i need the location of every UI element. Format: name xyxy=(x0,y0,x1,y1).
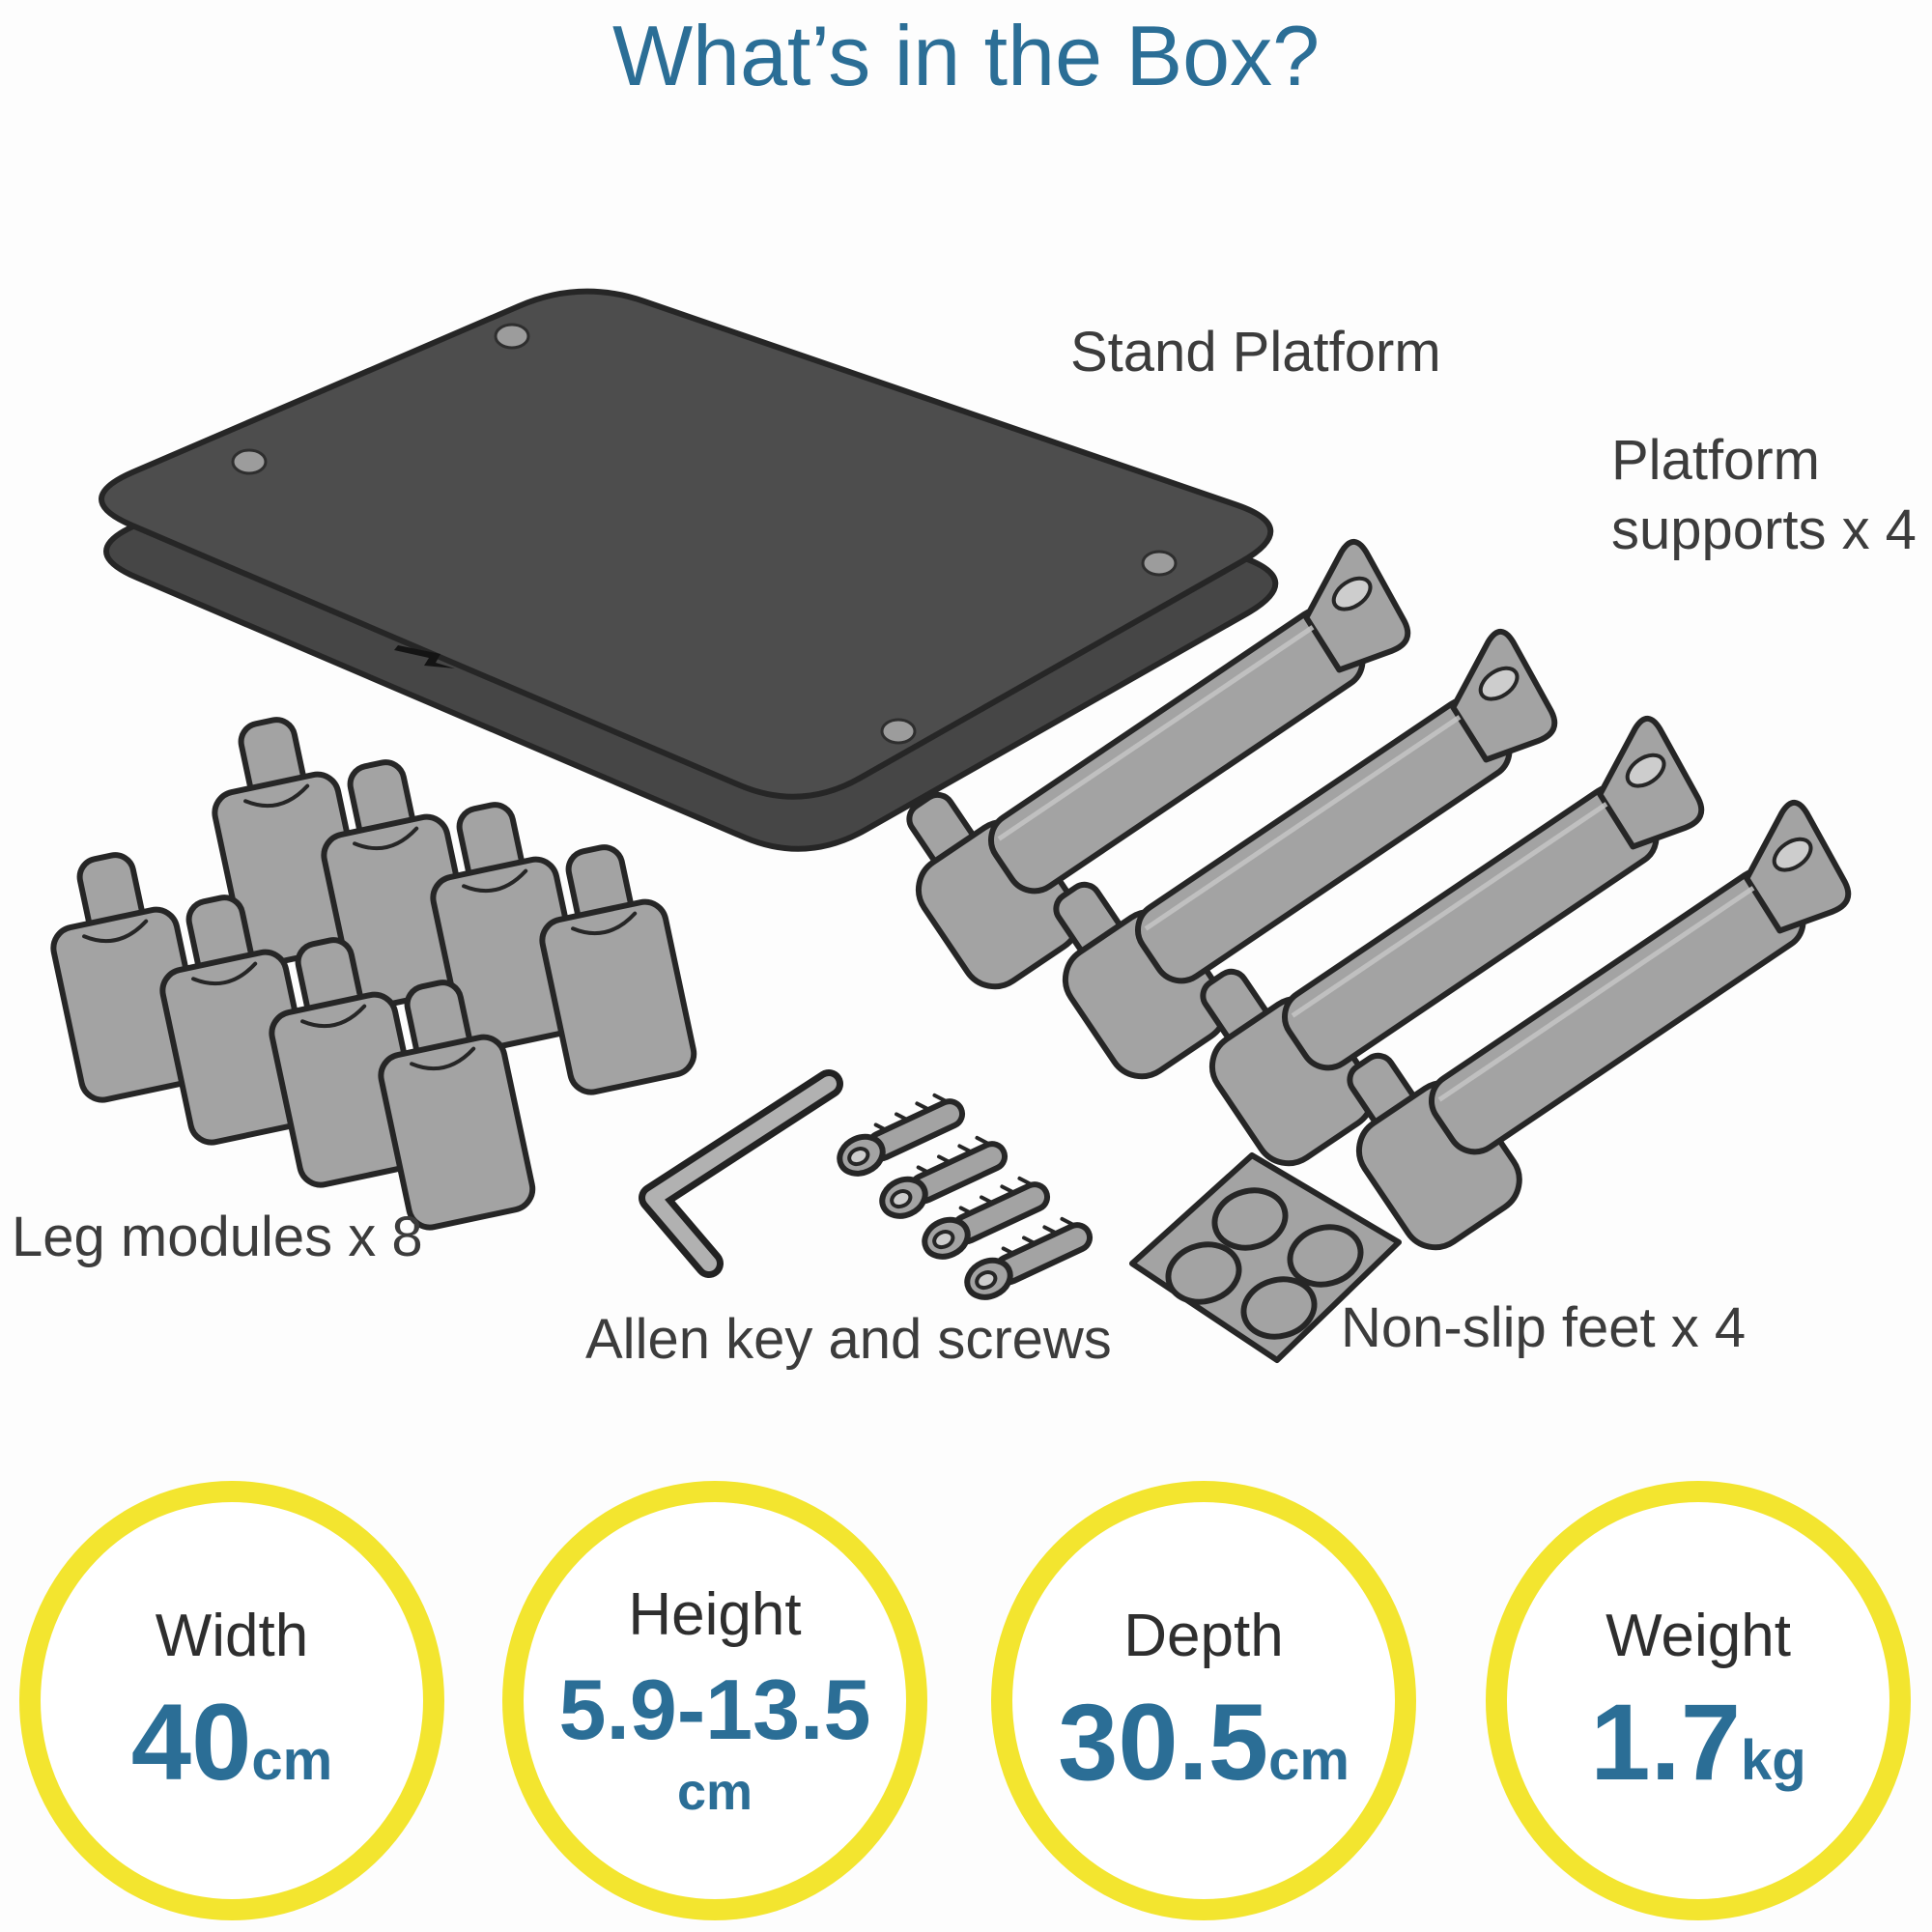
non-slip-foot xyxy=(1287,1224,1364,1288)
spec-height-unit: cm xyxy=(676,1763,753,1822)
label-stand-platform: Stand Platform xyxy=(1070,321,1441,384)
platform-screw-hole xyxy=(231,448,268,475)
spec-width-label: Width xyxy=(155,1602,309,1669)
label-non-slip-feet: Non-slip feet x 4 xyxy=(1341,1296,1746,1359)
stand-platform-illustration xyxy=(99,288,1279,852)
spec-width-value: 40cm xyxy=(131,1689,332,1797)
spec-weight-value: 1.7kg xyxy=(1590,1689,1805,1797)
spec-width-unit: cm xyxy=(251,1729,333,1793)
spec-depth: Depth 30.5cm xyxy=(991,1481,1416,1920)
spec-depth-number: 30.5 xyxy=(1058,1682,1269,1804)
spec-depth-label: Depth xyxy=(1123,1602,1284,1669)
spec-width-number: 40 xyxy=(130,1682,252,1804)
platform-top-face xyxy=(99,288,1274,800)
spec-height-value: 5.9-13.5 xyxy=(558,1662,871,1758)
platform-screw-hole xyxy=(880,718,917,745)
platform-screw-hole xyxy=(494,323,530,350)
brand-mark xyxy=(394,645,455,668)
allen-key-illustration xyxy=(639,1069,843,1278)
feet-sheet xyxy=(1129,1152,1402,1363)
non-slip-foot xyxy=(1240,1276,1318,1340)
spec-depth-value: 30.5cm xyxy=(1058,1689,1350,1797)
label-platform-supports-line1: Platform xyxy=(1611,429,1820,492)
label-leg-modules: Leg modules x 8 xyxy=(12,1206,423,1268)
non-slip-foot xyxy=(1165,1241,1242,1305)
spec-height-label: Height xyxy=(628,1580,802,1648)
platform-screw-hole xyxy=(1141,550,1178,577)
label-platform-supports-line2: supports x 4 xyxy=(1611,498,1917,561)
leg-modules-illustration xyxy=(37,710,697,1232)
spec-width: Width 40cm xyxy=(19,1481,444,1920)
spec-weight-label: Weight xyxy=(1605,1602,1791,1669)
non-slip-feet-illustration xyxy=(1129,1152,1402,1363)
spec-weight: Weight 1.7kg xyxy=(1486,1481,1911,1920)
non-slip-foot xyxy=(1211,1187,1289,1251)
screws-illustration xyxy=(832,1088,1096,1304)
page-title: What’s in the Box? xyxy=(612,8,1320,103)
spec-height: Height 5.9-13.5 cm xyxy=(502,1481,927,1920)
allen-key-body xyxy=(645,1076,837,1271)
spec-depth-unit: cm xyxy=(1268,1729,1350,1793)
spec-weight-number: 1.7 xyxy=(1590,1682,1741,1804)
label-allen-key-and-screws: Allen key and screws xyxy=(585,1308,1112,1371)
spec-weight-unit: kg xyxy=(1741,1729,1806,1793)
